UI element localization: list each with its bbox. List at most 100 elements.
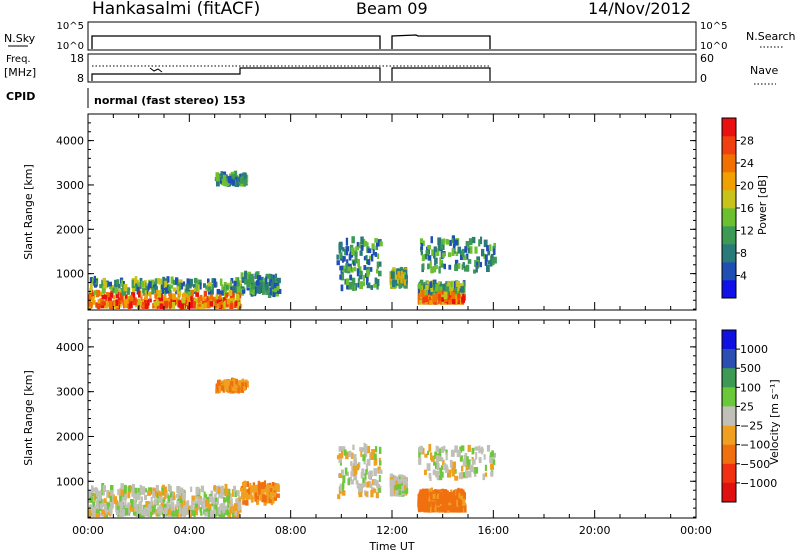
velocity-cell (242, 489, 246, 497)
power-cell (430, 266, 434, 274)
power-cell (134, 276, 138, 284)
power-cell (336, 254, 339, 260)
velocity-cell (163, 497, 166, 503)
power-cell (195, 290, 200, 297)
velocity-colorbar-label: 100 (740, 381, 761, 394)
power-cell (356, 241, 359, 247)
power-cell (491, 253, 494, 259)
velocity-cell (245, 495, 249, 504)
power-cell (210, 286, 214, 295)
velocity-cell (471, 447, 475, 455)
power-cell (344, 268, 348, 273)
power-cell (460, 250, 464, 255)
power-colorbar-swatch (722, 118, 736, 137)
velocity-cell (453, 501, 457, 507)
velocity-cell (456, 490, 459, 497)
velocity-ytick-label: 3000 (56, 386, 84, 399)
power-cell (365, 255, 368, 260)
power-cell (89, 287, 92, 293)
velocity-cell (178, 506, 182, 515)
velocity-cell (224, 483, 228, 492)
velocity-cell (95, 490, 99, 497)
velocity-cell (125, 504, 128, 510)
power-cell (127, 301, 131, 309)
velocity-cell (353, 475, 358, 481)
velocity-cell (394, 476, 398, 482)
velocity-cell (116, 509, 119, 516)
velocity-cell (462, 459, 467, 467)
power-colorbar-swatch (722, 226, 736, 245)
velocity-cell (374, 446, 378, 453)
velocity-cell (255, 495, 260, 503)
power-cell (227, 176, 232, 184)
velocity-cell (127, 502, 131, 510)
power-cell (163, 278, 168, 284)
velocity-cell (445, 449, 448, 455)
velocity-cell (342, 482, 345, 490)
power-cell (108, 281, 112, 287)
velocity-cell (106, 489, 110, 498)
velocity-cell (457, 498, 462, 506)
velocity-cell (222, 388, 226, 393)
power-cell (436, 248, 440, 257)
power-cell (351, 267, 354, 273)
velocity-cell (265, 487, 270, 492)
velocity-cell (484, 472, 488, 477)
velocity-cell (436, 446, 440, 453)
velocity-cell (244, 382, 248, 387)
velocity-cell (338, 458, 342, 463)
velocity-cell (356, 483, 361, 489)
velocity-cell (133, 491, 136, 499)
velocity-cell (439, 467, 443, 475)
velocity-cell (155, 488, 158, 496)
velocity-cell (242, 493, 246, 501)
power-cell (473, 269, 476, 274)
power-cell (189, 301, 193, 309)
velocity-cell (456, 449, 461, 457)
velocity-cell (451, 465, 456, 473)
power-cell (190, 296, 193, 301)
power-colorbar-label: Power [dB] (756, 175, 769, 235)
velocity-cell (119, 504, 123, 512)
velocity-cell (176, 486, 180, 492)
velocity-cell (144, 488, 148, 493)
velocity-cell (90, 504, 93, 513)
power-cell (209, 301, 214, 307)
power-cell (179, 282, 184, 290)
power-cell (113, 294, 116, 300)
velocity-cell (354, 467, 358, 475)
velocity-cell (96, 513, 100, 517)
velocity-cell (228, 511, 232, 518)
power-cell (454, 297, 458, 305)
velocity-cell (400, 474, 404, 482)
power-ytick-label: 4000 (56, 135, 84, 148)
velocity-cell (250, 486, 253, 493)
power-cell (446, 295, 450, 300)
power-cell (241, 175, 244, 184)
power-cell (462, 255, 467, 261)
velocity-cell (447, 505, 451, 511)
power-ytick-label: 2000 (56, 223, 84, 236)
power-cell (354, 258, 358, 264)
velocity-cell (438, 496, 442, 504)
power-cell (462, 293, 465, 299)
power-cell (363, 275, 365, 282)
power-cell (268, 273, 271, 280)
power-cell (199, 282, 202, 290)
velocity-cell (465, 465, 469, 470)
velocity-cell (429, 491, 433, 500)
power-cell (99, 291, 103, 297)
velocity-cell (348, 476, 352, 482)
velocity-cell (169, 491, 173, 498)
power-cell (441, 297, 445, 302)
power-cell (460, 292, 463, 299)
velocity-cell (88, 491, 92, 498)
power-cell (259, 282, 263, 288)
velocity-cell (428, 443, 432, 452)
velocity-cell (238, 380, 242, 386)
power-cell (373, 283, 377, 288)
power-cell (115, 304, 119, 309)
power-cell (89, 282, 93, 290)
velocity-cell (166, 503, 170, 512)
velocity-colorbar-swatch (722, 425, 736, 445)
